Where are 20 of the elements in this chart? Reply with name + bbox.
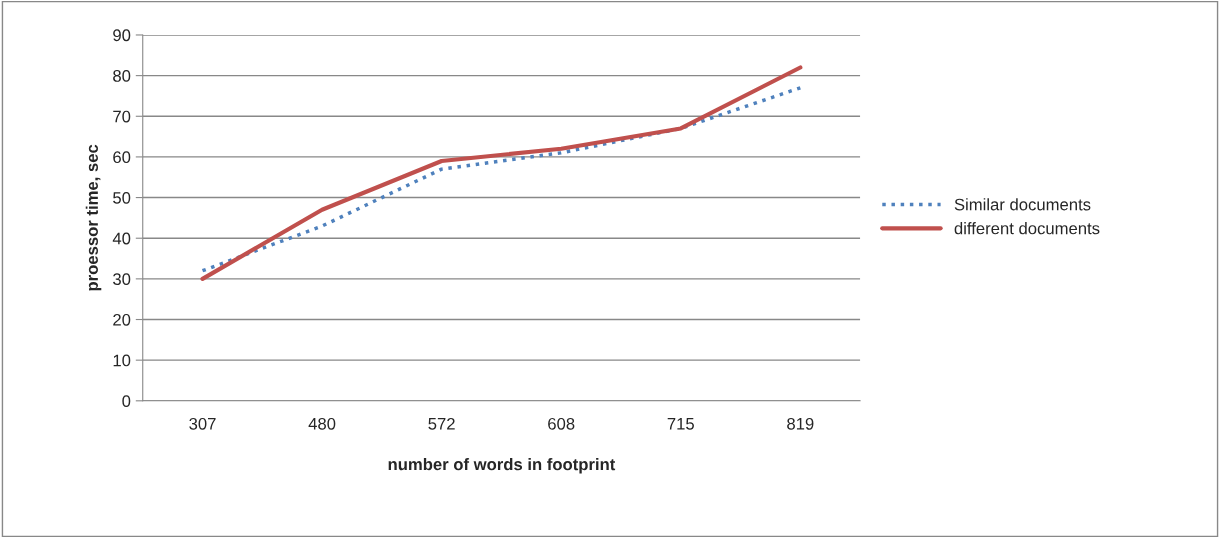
y-tick-label: 30 <box>113 273 131 286</box>
y-tick-label: 50 <box>113 191 131 204</box>
y-tick-label: 60 <box>113 151 131 164</box>
y-tick-label: 70 <box>113 110 131 123</box>
x-tick-label: 819 <box>787 417 814 430</box>
x-tick-label: 307 <box>189 417 216 430</box>
legend-label: different documents <box>954 222 1100 235</box>
x-tick-label: 715 <box>667 418 694 430</box>
legend-label: Similar documents <box>954 198 1091 211</box>
y-tick-label: 20 <box>113 313 131 326</box>
y-tick-label: 40 <box>112 232 131 245</box>
x-tick-label: 608 <box>548 417 575 430</box>
x-tick-label: 480 <box>308 417 336 430</box>
y-tick-label: 10 <box>113 354 131 367</box>
y-tick-label: 90 <box>113 29 131 42</box>
y-tick-label: 0 <box>122 395 131 408</box>
y-axis-title: proessor time, sec <box>85 144 102 291</box>
y-tick-label: 80 <box>113 70 131 82</box>
x-axis-title: number of words in footprint <box>388 458 616 474</box>
x-tick-label: 572 <box>428 417 455 430</box>
